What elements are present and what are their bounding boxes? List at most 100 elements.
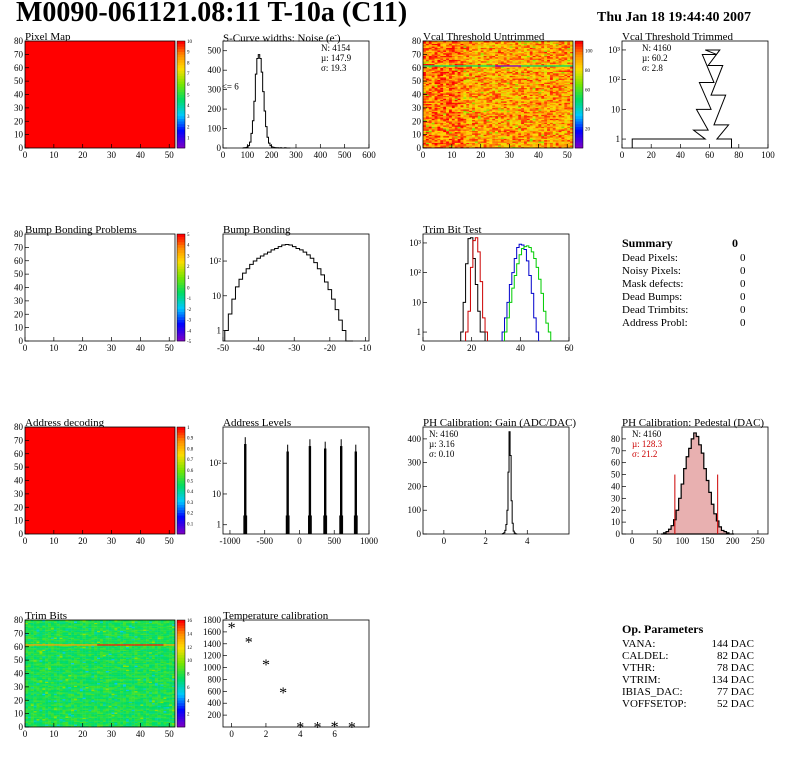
heatmap-cell [472,50,476,52]
heatmap-cell [538,142,542,145]
heatmap-cell [538,59,542,62]
heatmap-cell [437,93,441,95]
heatmap-cell [463,70,467,72]
x-tick-label: 20 [476,150,486,160]
colorbar-cell [177,475,185,479]
heatmap-cell [466,139,470,142]
heatmap-cell [457,146,461,149]
heatmap-cell [535,115,539,118]
heatmap-cell [549,93,554,95]
heatmap-cell [538,67,542,70]
heatmap-cell [547,117,551,119]
heatmap-cell [500,50,504,52]
heatmap-cell [570,53,574,55]
x-tick-label: 40 [534,150,544,160]
heatmap-cell [157,721,161,724]
heatmap-cell [541,45,545,47]
heatmap-cell [506,63,510,66]
heatmap-cell [532,75,536,78]
heatmap-cell [547,63,551,66]
heatmap-cell [423,135,427,138]
heatmap-cell [541,86,545,89]
heatmap-cell [440,103,444,106]
heatmap-cell [454,138,458,141]
heatmap-cell [500,121,504,123]
heatmap-cell [151,721,156,724]
heatmap-cell [440,85,444,87]
heatmap-cell [474,58,479,60]
heatmap-cell [489,110,493,113]
heatmap-cell [506,93,510,95]
heatmap-cell [506,129,510,131]
heatmap-cell [523,67,528,70]
heatmap-cell [477,75,481,78]
heatmap-cell [512,119,516,122]
heatmap-cell [466,137,470,139]
heatmap-cell [431,135,435,138]
heatmap-cell [469,122,473,125]
heatmap-cell [440,101,444,103]
heatmap-cell [506,138,510,141]
heatmap-cell [443,107,447,110]
heatmap-cell [544,67,548,70]
colorbar-cell [177,62,185,66]
heatmap-cell [120,722,124,725]
heatmap-cell [506,89,510,91]
heatmap-cell [480,89,484,91]
heatmap-cell [535,63,539,66]
heatmap-cell [541,118,545,121]
heatmap-cell [549,70,554,72]
heatmap-cell [428,59,432,62]
heatmap-cell [463,73,467,75]
heatmap-cell [518,61,522,63]
heatmap-cell [500,130,504,133]
bump-map-chart: 0 10 20 30 40 5001020304050607080-5-4-3-2-101… [14,229,192,353]
heatmap-cell [521,74,525,76]
heatmap-cell [521,93,525,95]
heatmap-cell [457,89,461,91]
heatmap-cell [451,142,455,145]
heatmap-cell [503,135,507,138]
heatmap-cell [555,113,559,115]
heatmap-cell [425,118,429,121]
summary-label: Dead Bumps: [622,291,683,303]
heatmap-cell [143,724,147,726]
heatmap-cell [529,83,533,86]
heatmap-cell [500,137,504,139]
heatmap-cell [541,53,545,55]
heatmap-cell [489,141,493,143]
heatmap-cell [521,67,525,70]
stats-line: σ: 2.8 [642,63,663,73]
heatmap-cell [549,87,554,90]
heatmap-cell [437,85,441,87]
heatmap-cell [526,89,530,91]
x-tick-label: 50 [165,536,175,546]
colorbar-cell [177,118,185,122]
heatmap-cell [558,87,562,90]
heatmap-cell [477,122,481,125]
heatmap-cell [463,111,467,114]
heatmap-cell [446,69,450,71]
heatmap-cell [454,53,458,55]
heatmap-cell [460,66,464,68]
heatmap-cell [521,75,525,78]
heatmap-cell [529,142,533,145]
heatmap-cell [472,62,476,64]
heatmap-cell [472,54,476,56]
heatmap-cell [529,91,533,94]
heatmap-cell [549,99,554,102]
heatmap-cell [480,123,484,126]
heatmap-cell [570,137,574,139]
heatmap-cell [529,74,533,76]
heatmap-cell [549,110,554,113]
heatmap-cell [495,69,499,71]
heatmap-cell [446,95,450,98]
heatmap-cell [423,58,427,60]
heatmap-cell [146,720,150,722]
heatmap-cell [469,66,473,68]
heatmap-cell [423,109,427,111]
colorbar-cell [177,432,185,436]
heatmap-cell [509,74,513,76]
heatmap-cell [558,79,562,82]
heatmap-cell [521,82,525,84]
